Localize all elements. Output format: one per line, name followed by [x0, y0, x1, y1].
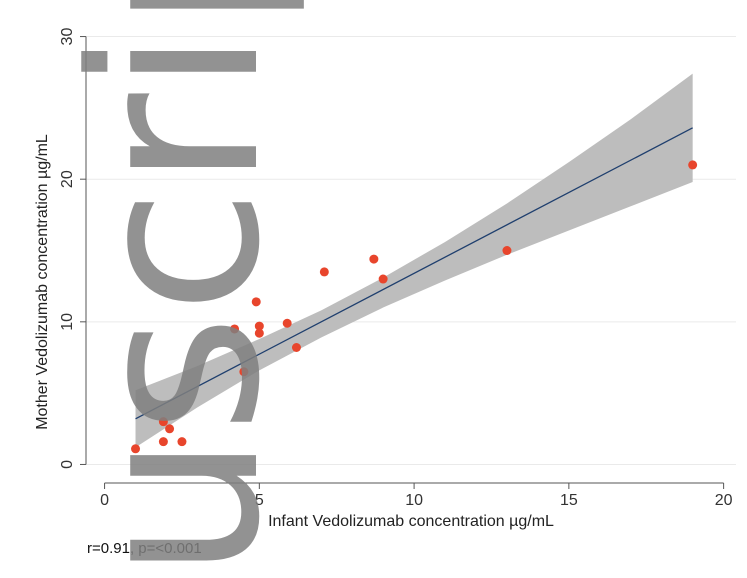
x-tick-label-0: 0: [100, 492, 109, 509]
x-tick-label-5: 5: [255, 492, 264, 509]
x-tick-label-15: 15: [560, 492, 578, 509]
data-point-7: [239, 367, 249, 377]
watermark-text: uscript: [44, 0, 311, 578]
data-points-group: [131, 160, 698, 454]
data-point-12: [291, 342, 301, 352]
data-point-2: [158, 437, 168, 447]
correlation-annotation: r=0.91, p=<0.001: [87, 540, 202, 557]
data-point-13: [319, 267, 329, 277]
data-point-8: [251, 297, 261, 307]
data-point-11: [282, 318, 292, 328]
data-point-4: [165, 424, 175, 434]
data-point-1: [131, 444, 141, 454]
data-point-14: [369, 254, 379, 264]
data-point-6: [230, 324, 240, 334]
y-tick-label-0: 0: [59, 460, 76, 469]
confidence-band: [135, 73, 693, 448]
fit-line-group: [135, 127, 693, 420]
data-point-16: [502, 246, 512, 256]
data-point-3: [158, 417, 168, 427]
data-point-15: [378, 274, 388, 284]
y-tick-label-10: 10: [59, 313, 76, 331]
data-point-9: [254, 321, 264, 331]
data-point-10: [254, 328, 264, 338]
data-point-17: [688, 160, 698, 170]
x-tick-label-20: 20: [715, 492, 733, 509]
y-tick-label-20: 20: [59, 170, 76, 188]
y-axis-title: Mother Vedolizumab concentration µg/mL: [34, 134, 51, 430]
y-tick-label-30: 30: [59, 28, 76, 46]
fit-line: [135, 127, 693, 420]
x-axis-title: Infant Vedolizumab concentration µg/mL: [268, 513, 554, 530]
x-tick-label-10: 10: [405, 492, 423, 509]
confidence-band-group: [135, 73, 693, 448]
data-point-5: [177, 437, 187, 447]
axes: 0 10 20 30 0 5 10 15 20: [59, 28, 733, 509]
